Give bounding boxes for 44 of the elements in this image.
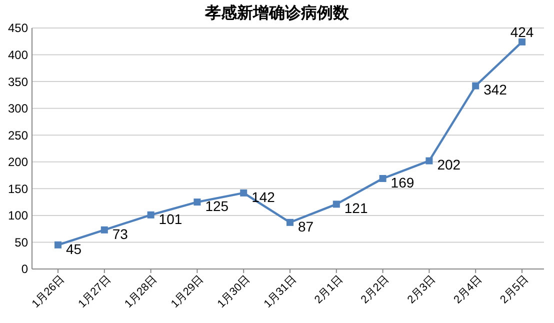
data-label: 45 — [66, 240, 82, 257]
y-tick-label: 200 — [8, 155, 28, 170]
data-label: 121 — [344, 200, 368, 216]
data-label: 87 — [298, 218, 314, 234]
x-tick-label: 1月31日 — [262, 273, 299, 310]
x-tick-label: 2月4日 — [452, 273, 484, 306]
x-tick-label: 1月28日 — [122, 273, 160, 310]
point — [194, 198, 201, 206]
y-tick-label: 400 — [8, 48, 28, 62]
point — [147, 211, 154, 218]
y-tick-label: 350 — [8, 74, 28, 89]
point — [240, 189, 248, 196]
data-label: 101 — [158, 210, 182, 227]
data-label: 169 — [390, 174, 414, 190]
y-tick-label: 300 — [8, 102, 28, 116]
point — [518, 38, 526, 46]
x-tick-label: 2月1日 — [312, 273, 346, 306]
point — [379, 174, 386, 182]
x-tick-label: 1月27日 — [76, 273, 114, 310]
data-label: 125 — [205, 198, 229, 214]
point — [286, 218, 294, 226]
data-label: 342 — [484, 82, 508, 98]
x-tick-label: 2月2日 — [358, 273, 392, 306]
point — [54, 241, 62, 248]
chart-title: 孝感新增确诊病例数 — [204, 4, 350, 22]
point — [426, 157, 433, 164]
x-tick-label: 1月26日 — [30, 273, 67, 310]
x-tick-label: 2月3日 — [405, 273, 438, 306]
x-tick-label: 1月29日 — [169, 273, 206, 310]
x-tick-label: 2月5日 — [498, 273, 531, 306]
y-tick-label: 100 — [8, 208, 28, 223]
y-tick-label: 450 — [8, 21, 28, 36]
x-tick-label: 1月30日 — [215, 273, 252, 310]
data-label: 142 — [252, 188, 276, 205]
point — [100, 226, 108, 234]
data-label: 73 — [112, 226, 128, 242]
y-tick-label: 150 — [8, 182, 28, 196]
y-tick-label: 50 — [14, 235, 28, 250]
y-tick-label: 250 — [8, 128, 28, 142]
data-label: 424 — [510, 24, 534, 40]
point — [332, 200, 340, 208]
y-tick-label: 0 — [21, 262, 28, 276]
point — [472, 82, 480, 90]
data-label: 202 — [437, 156, 461, 173]
